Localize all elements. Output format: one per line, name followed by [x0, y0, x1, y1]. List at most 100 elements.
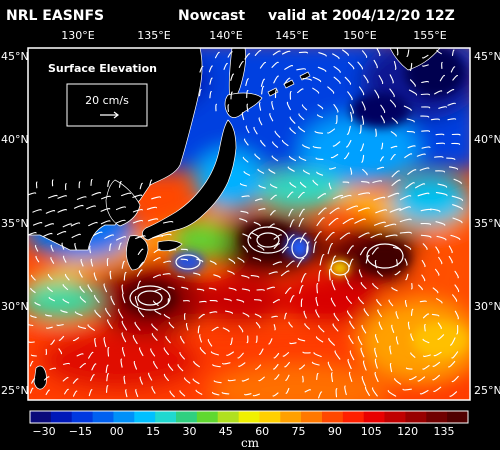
current-vector — [134, 296, 139, 307]
current-vector — [271, 315, 278, 318]
current-vector — [64, 388, 69, 395]
colorbar-swatch — [196, 411, 219, 423]
current-vector — [451, 195, 463, 202]
current-vector — [211, 326, 219, 332]
colorbar-swatch — [342, 411, 365, 423]
current-vector — [50, 339, 55, 345]
current-vector — [409, 79, 416, 87]
current-vector — [422, 365, 430, 370]
current-vector — [328, 337, 335, 346]
current-vector — [162, 273, 171, 275]
current-vector — [227, 51, 233, 58]
current-vector — [357, 336, 363, 346]
current-vector — [333, 104, 339, 113]
current-vector — [273, 243, 281, 249]
current-vector — [402, 388, 412, 391]
current-vector — [297, 88, 304, 94]
current-vector — [390, 131, 397, 137]
current-vector — [436, 235, 447, 241]
current-vector — [385, 234, 398, 238]
lon-tick-label: 155°E — [413, 29, 446, 42]
current-vector — [118, 242, 122, 250]
current-vector — [30, 314, 37, 318]
current-vector — [405, 367, 413, 370]
current-vector — [346, 310, 353, 319]
current-vector — [282, 352, 290, 357]
current-vector — [245, 125, 250, 134]
colorbar-swatch — [301, 411, 323, 423]
current-vector — [35, 181, 38, 189]
current-vector — [304, 323, 310, 330]
current-vector — [349, 104, 354, 114]
current-vector — [371, 247, 379, 255]
current-vector — [228, 258, 236, 264]
current-vector — [406, 130, 415, 134]
current-vector — [230, 73, 235, 81]
current-vector — [229, 337, 233, 346]
current-vector — [209, 90, 212, 99]
current-vector — [257, 245, 265, 251]
current-vector — [74, 311, 83, 316]
current-vector — [281, 139, 289, 147]
current-vector — [450, 234, 461, 241]
current-vector — [196, 288, 205, 292]
current-vector — [244, 138, 249, 146]
current-vector — [90, 178, 93, 186]
current-vector — [357, 61, 363, 70]
current-vector — [283, 77, 291, 86]
current-vector — [149, 179, 153, 187]
current-vector — [454, 270, 459, 279]
current-vector — [437, 334, 445, 340]
current-vector — [410, 352, 416, 358]
current-vector — [389, 88, 395, 98]
eddy-ring — [366, 243, 404, 269]
current-vector — [451, 375, 459, 383]
current-vector — [258, 376, 265, 382]
current-vector — [446, 157, 456, 161]
current-vector — [163, 373, 169, 382]
current-vector — [454, 310, 459, 320]
current-vector — [183, 377, 191, 384]
current-vector — [63, 362, 70, 365]
current-vector — [104, 234, 114, 239]
current-vector — [273, 352, 280, 359]
current-vector — [91, 192, 102, 196]
current-vector — [300, 273, 307, 283]
current-vector — [209, 311, 218, 314]
current-vector — [139, 376, 143, 385]
current-vector — [45, 210, 56, 214]
current-vector — [327, 128, 336, 134]
current-vector — [146, 206, 158, 210]
current-vector — [153, 248, 161, 253]
current-vector — [349, 320, 355, 330]
current-vector — [209, 77, 213, 85]
current-vector — [377, 309, 382, 318]
current-vector — [358, 86, 365, 96]
current-vector — [46, 326, 53, 329]
current-vector — [347, 281, 354, 290]
current-vector — [107, 319, 113, 329]
current-vector — [391, 287, 398, 292]
current-vector — [132, 219, 144, 224]
current-vector — [289, 182, 297, 188]
current-vector — [115, 206, 126, 211]
current-vector — [422, 338, 430, 344]
current-vector — [451, 49, 455, 56]
current-vector — [424, 324, 426, 332]
current-vector — [121, 332, 127, 343]
current-vector — [340, 194, 352, 199]
current-vector — [62, 223, 73, 228]
current-vector — [227, 270, 235, 275]
current-vector — [154, 288, 162, 292]
current-vector — [408, 89, 418, 96]
current-vector — [70, 222, 81, 227]
current-vector — [452, 294, 458, 302]
current-vector — [211, 391, 220, 396]
current-vector — [62, 377, 69, 382]
current-vector — [332, 53, 340, 60]
current-vector — [410, 333, 414, 341]
current-vector — [420, 222, 432, 226]
current-vector — [420, 93, 431, 96]
current-vector — [76, 196, 87, 200]
current-vector — [399, 195, 412, 201]
